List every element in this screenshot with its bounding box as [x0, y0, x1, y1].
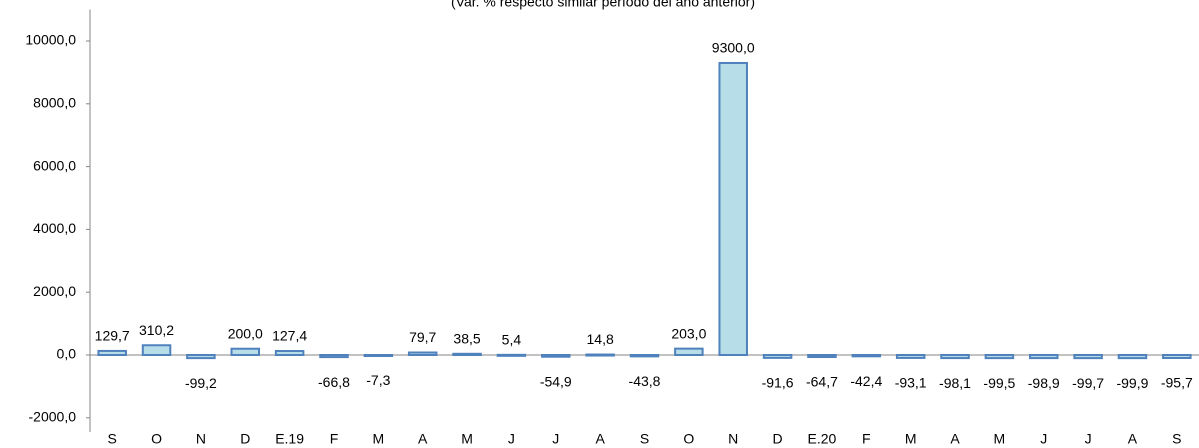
value-label: -43,8: [629, 373, 661, 389]
x-tick-label: F: [862, 431, 871, 447]
bar: [1028, 354, 1059, 360]
x-tick-label: A: [595, 431, 605, 447]
bar: [807, 354, 837, 359]
value-label: -93,1: [895, 375, 927, 391]
x-tick-label: J: [508, 431, 515, 447]
bar: [319, 354, 349, 359]
value-label: 79,7: [409, 329, 436, 345]
bar: [895, 354, 926, 359]
x-tick-label: M: [905, 431, 917, 447]
bar: [141, 344, 172, 357]
value-label: 310,2: [139, 322, 174, 338]
value-label: -95,7: [1161, 375, 1193, 391]
bar: [274, 349, 305, 356]
x-tick-label: A: [418, 431, 428, 447]
x-tick-label: O: [151, 431, 162, 447]
bar: [230, 347, 261, 357]
x-tick-label: A: [1128, 431, 1138, 447]
value-label: -98,1: [939, 375, 971, 391]
bar: [762, 354, 793, 359]
bar: [1162, 354, 1192, 360]
value-label: -99,5: [983, 375, 1015, 391]
value-label: -64,7: [806, 374, 838, 390]
value-label: 200,0: [228, 325, 263, 341]
x-tick-label: S: [108, 431, 117, 447]
x-tick-label: D: [240, 431, 250, 447]
value-label: 129,7: [95, 328, 130, 344]
x-tick-label: S: [1172, 431, 1181, 447]
bar: [629, 354, 660, 358]
x-tick-label: D: [773, 431, 783, 447]
value-label: -7,3: [366, 372, 390, 388]
y-tick-label: 8000,0: [33, 95, 76, 111]
x-tick-label: N: [196, 431, 206, 447]
bar: [984, 354, 1015, 360]
chart-subtitle: (Var. % respecto similar período del año…: [451, 0, 755, 10]
bar: [674, 347, 704, 356]
bar: [1073, 354, 1103, 360]
x-tick-label: O: [683, 431, 694, 447]
value-label: -54,9: [540, 373, 572, 389]
value-label: 14,8: [587, 331, 614, 347]
value-label: -98,9: [1028, 375, 1060, 391]
value-label: 9300,0: [712, 40, 755, 56]
x-tick-label: A: [950, 431, 960, 447]
x-tick-label: J: [1040, 431, 1047, 447]
value-label: 203,0: [671, 325, 706, 341]
bar: [407, 351, 438, 356]
bar: [363, 354, 394, 357]
bar: [97, 349, 127, 357]
x-tick-label: E.19: [275, 431, 304, 447]
x-tick-label: S: [640, 431, 649, 447]
y-tick-label: -2000,0: [29, 409, 77, 425]
bar: [1117, 354, 1148, 360]
value-label: 38,5: [453, 330, 480, 346]
bar: [585, 353, 615, 357]
value-label: -91,6: [762, 375, 794, 391]
y-tick-label: 6000,0: [33, 157, 76, 173]
x-tick-label: M: [994, 431, 1006, 447]
bar: [940, 354, 970, 360]
value-label: -42,4: [850, 373, 882, 389]
value-label: 5,4: [502, 332, 522, 348]
bar: [541, 354, 571, 358]
x-tick-label: J: [552, 431, 559, 447]
x-tick-label: N: [728, 431, 738, 447]
y-tick-label: 0,0: [57, 346, 77, 362]
x-tick-label: M: [461, 431, 473, 447]
x-tick-label: J: [1085, 431, 1092, 447]
bar: [452, 352, 482, 357]
y-tick-label: 10000,0: [25, 32, 76, 48]
value-label: -99,2: [185, 375, 217, 391]
x-tick-label: F: [330, 431, 339, 447]
x-tick-label: E.20: [808, 431, 837, 447]
x-tick-label: M: [373, 431, 385, 447]
bar: [496, 353, 527, 357]
value-label: -99,7: [1072, 375, 1104, 391]
y-tick-label: 2000,0: [33, 283, 76, 299]
bar: [851, 354, 882, 358]
y-tick-label: 4000,0: [33, 220, 76, 236]
value-label: -66,8: [318, 374, 350, 390]
value-label: 127,4: [272, 328, 307, 344]
bar: [718, 61, 748, 356]
bar: [186, 354, 216, 360]
value-label: -99,9: [1116, 375, 1148, 391]
